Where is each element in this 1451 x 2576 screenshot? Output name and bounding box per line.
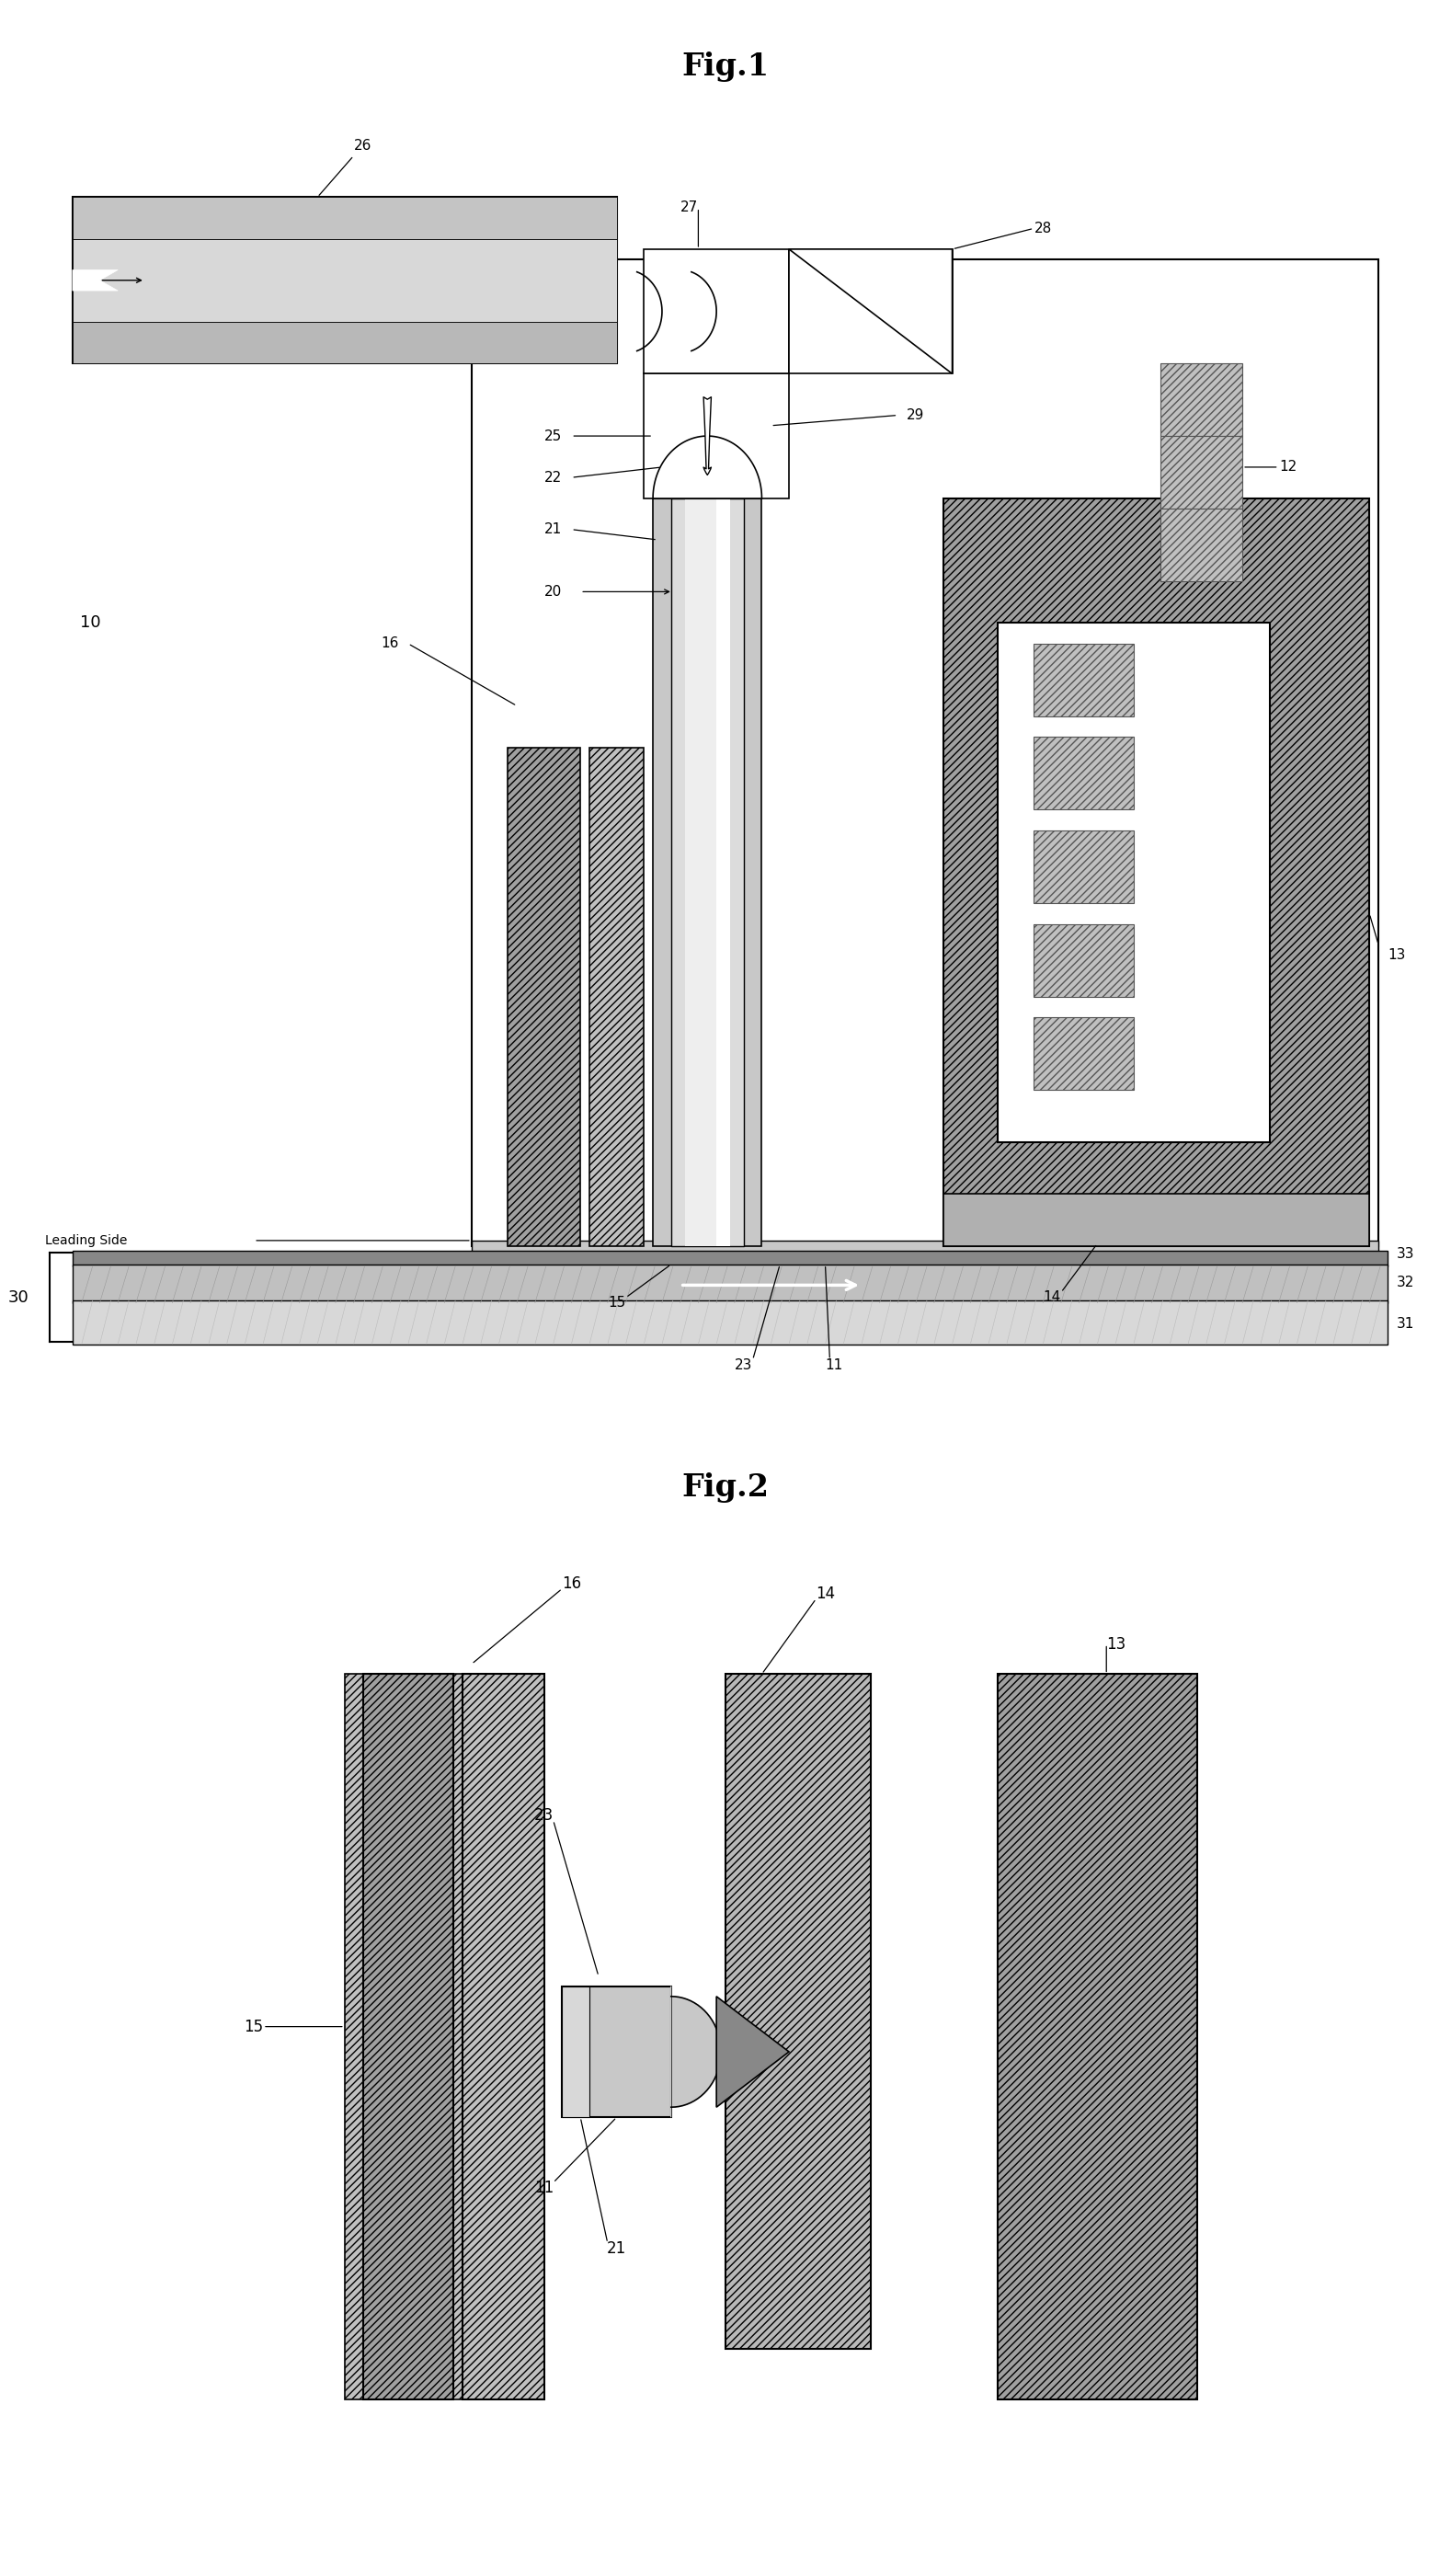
- Text: 28: 28: [1035, 222, 1052, 234]
- Bar: [670, 497, 743, 1247]
- Text: 25: 25: [544, 430, 563, 443]
- Text: 14: 14: [1043, 1291, 1061, 1303]
- Text: 21: 21: [544, 523, 563, 536]
- Bar: [998, 1674, 1197, 2398]
- Text: 29: 29: [907, 410, 924, 422]
- Bar: [789, 250, 952, 374]
- Text: 21: 21: [607, 2241, 627, 2257]
- Bar: [73, 1265, 1387, 1303]
- Text: 23: 23: [734, 1358, 753, 1373]
- Text: 13: 13: [1107, 1636, 1126, 1651]
- Polygon shape: [670, 1986, 721, 2117]
- Text: Fig.2: Fig.2: [682, 1473, 769, 1504]
- Text: 11: 11: [534, 2179, 554, 2195]
- Bar: [73, 322, 617, 363]
- Bar: [73, 1252, 1387, 1267]
- Bar: [563, 1986, 670, 2117]
- Polygon shape: [73, 270, 118, 291]
- Polygon shape: [789, 250, 952, 374]
- Text: 32: 32: [1396, 1275, 1415, 1288]
- Text: 10: 10: [80, 616, 102, 631]
- Bar: [589, 747, 644, 1247]
- Bar: [717, 497, 730, 1247]
- Bar: [472, 1242, 1378, 1267]
- Text: 33: 33: [1396, 1247, 1415, 1260]
- Bar: [73, 198, 617, 363]
- Text: 12: 12: [1278, 461, 1297, 474]
- Bar: [1161, 363, 1242, 435]
- Bar: [1033, 925, 1133, 997]
- Text: 11: 11: [826, 1358, 843, 1373]
- Bar: [1033, 737, 1133, 809]
- Bar: [644, 374, 789, 497]
- Bar: [73, 240, 617, 322]
- Bar: [943, 1193, 1370, 1247]
- Text: 20: 20: [544, 585, 563, 598]
- Bar: [1161, 435, 1242, 507]
- Bar: [685, 497, 730, 1247]
- Text: 23: 23: [534, 1806, 554, 1824]
- Bar: [508, 747, 580, 1247]
- Text: 15: 15: [608, 1296, 625, 1309]
- Text: 14: 14: [815, 1584, 834, 1602]
- Bar: [363, 1674, 453, 2398]
- Text: Fig.1: Fig.1: [682, 52, 769, 82]
- Bar: [73, 198, 617, 240]
- Text: 22: 22: [544, 471, 563, 484]
- Bar: [644, 250, 789, 374]
- Text: 13: 13: [1387, 948, 1406, 961]
- Bar: [563, 1986, 589, 2117]
- Polygon shape: [717, 1996, 789, 2107]
- Text: 15: 15: [244, 2020, 264, 2035]
- Bar: [73, 1301, 1387, 1345]
- Bar: [463, 1674, 544, 2398]
- Text: 16: 16: [382, 636, 399, 652]
- Bar: [1033, 1018, 1133, 1090]
- Bar: [345, 1674, 472, 2398]
- Text: 31: 31: [1396, 1316, 1415, 1329]
- Bar: [1033, 829, 1133, 904]
- Text: 26: 26: [354, 139, 371, 152]
- Bar: [1161, 507, 1242, 582]
- Text: 30: 30: [7, 1291, 29, 1306]
- Bar: [726, 1674, 871, 2349]
- Text: 16: 16: [562, 1577, 580, 1592]
- Bar: [472, 260, 1378, 1247]
- Polygon shape: [653, 435, 762, 497]
- Text: Leading Side: Leading Side: [45, 1234, 128, 1247]
- Bar: [1033, 644, 1133, 716]
- Bar: [653, 497, 762, 1247]
- Bar: [943, 497, 1370, 1247]
- Text: 27: 27: [681, 201, 698, 214]
- Bar: [998, 623, 1270, 1141]
